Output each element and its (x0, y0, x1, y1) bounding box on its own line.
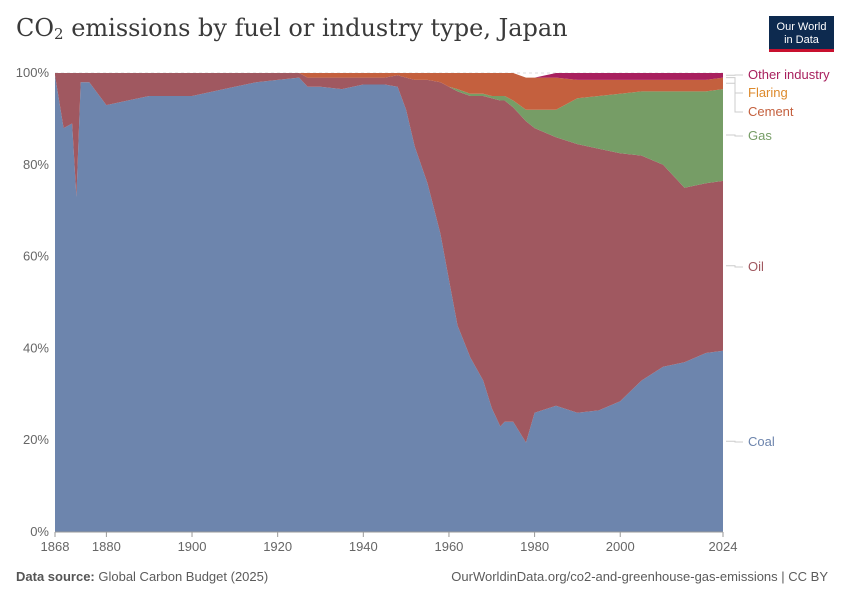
x-tick-label: 2000 (606, 539, 635, 554)
area-series (55, 73, 723, 533)
area-gas[interactable] (55, 73, 723, 188)
legend-connector (726, 82, 743, 113)
y-tick-label: 80% (23, 157, 49, 172)
x-tick-label: 2024 (709, 539, 738, 554)
x-tick-label: 1980 (520, 539, 549, 554)
legend-item-other-industry[interactable]: Other industry (748, 67, 830, 82)
data-source: Data source: Global Carbon Budget (2025) (16, 569, 268, 584)
legend-item-cement[interactable]: Cement (748, 104, 794, 119)
x-tick-label: 1920 (263, 539, 292, 554)
x-tick-label: 1880 (92, 539, 121, 554)
x-axis: 1868 1880 1900 1920 1940 1960 1980 2000 2024 (41, 531, 738, 554)
logo-line-2: in Data (784, 34, 819, 46)
y-tick-label: 100% (16, 65, 50, 80)
area-cement[interactable] (55, 73, 723, 110)
data-source-text: Global Carbon Budget (2025) (94, 569, 269, 584)
title-main: CO (16, 14, 55, 42)
x-tick-label: 1940 (349, 539, 378, 554)
legend: Other industry Flaring Cement Gas Oil Coal (726, 67, 830, 449)
title-rest: emissions by fuel or industry type, Japa… (63, 14, 568, 42)
legend-connector (726, 265, 743, 268)
legend-item-gas[interactable]: Gas (748, 128, 772, 143)
data-source-label: Data source: (16, 569, 95, 584)
title-subscript: 2 (54, 25, 64, 43)
legend-item-oil[interactable]: Oil (748, 259, 764, 274)
legend-item-coal[interactable]: Coal (748, 434, 775, 449)
owid-logo[interactable]: Our World in Data (769, 16, 834, 52)
x-tick-label: 1868 (41, 539, 70, 554)
area-other-industry[interactable] (55, 73, 723, 80)
legend-item-flaring[interactable]: Flaring (748, 85, 788, 100)
y-tick-label: 40% (23, 340, 49, 355)
legend-connector (726, 134, 743, 137)
y-tick-label: 60% (23, 249, 49, 264)
y-axis-ticks: 0% 20% 40% 60% 80% 100% (16, 65, 50, 539)
area-coal[interactable] (55, 75, 723, 533)
y-tick-label: 0% (30, 524, 49, 539)
chart-title: CO2 emissions by fuel or industry type, … (16, 14, 568, 43)
legend-connector (726, 440, 743, 443)
source-url[interactable]: OurWorldinData.org/co2-and-greenhouse-ga… (451, 569, 828, 584)
y-tick-label: 20% (23, 432, 49, 447)
x-tick-label: 1900 (178, 539, 207, 554)
x-tick-label: 1960 (434, 539, 463, 554)
area-oil[interactable] (55, 73, 723, 443)
logo-line-1: Our World (776, 21, 827, 33)
